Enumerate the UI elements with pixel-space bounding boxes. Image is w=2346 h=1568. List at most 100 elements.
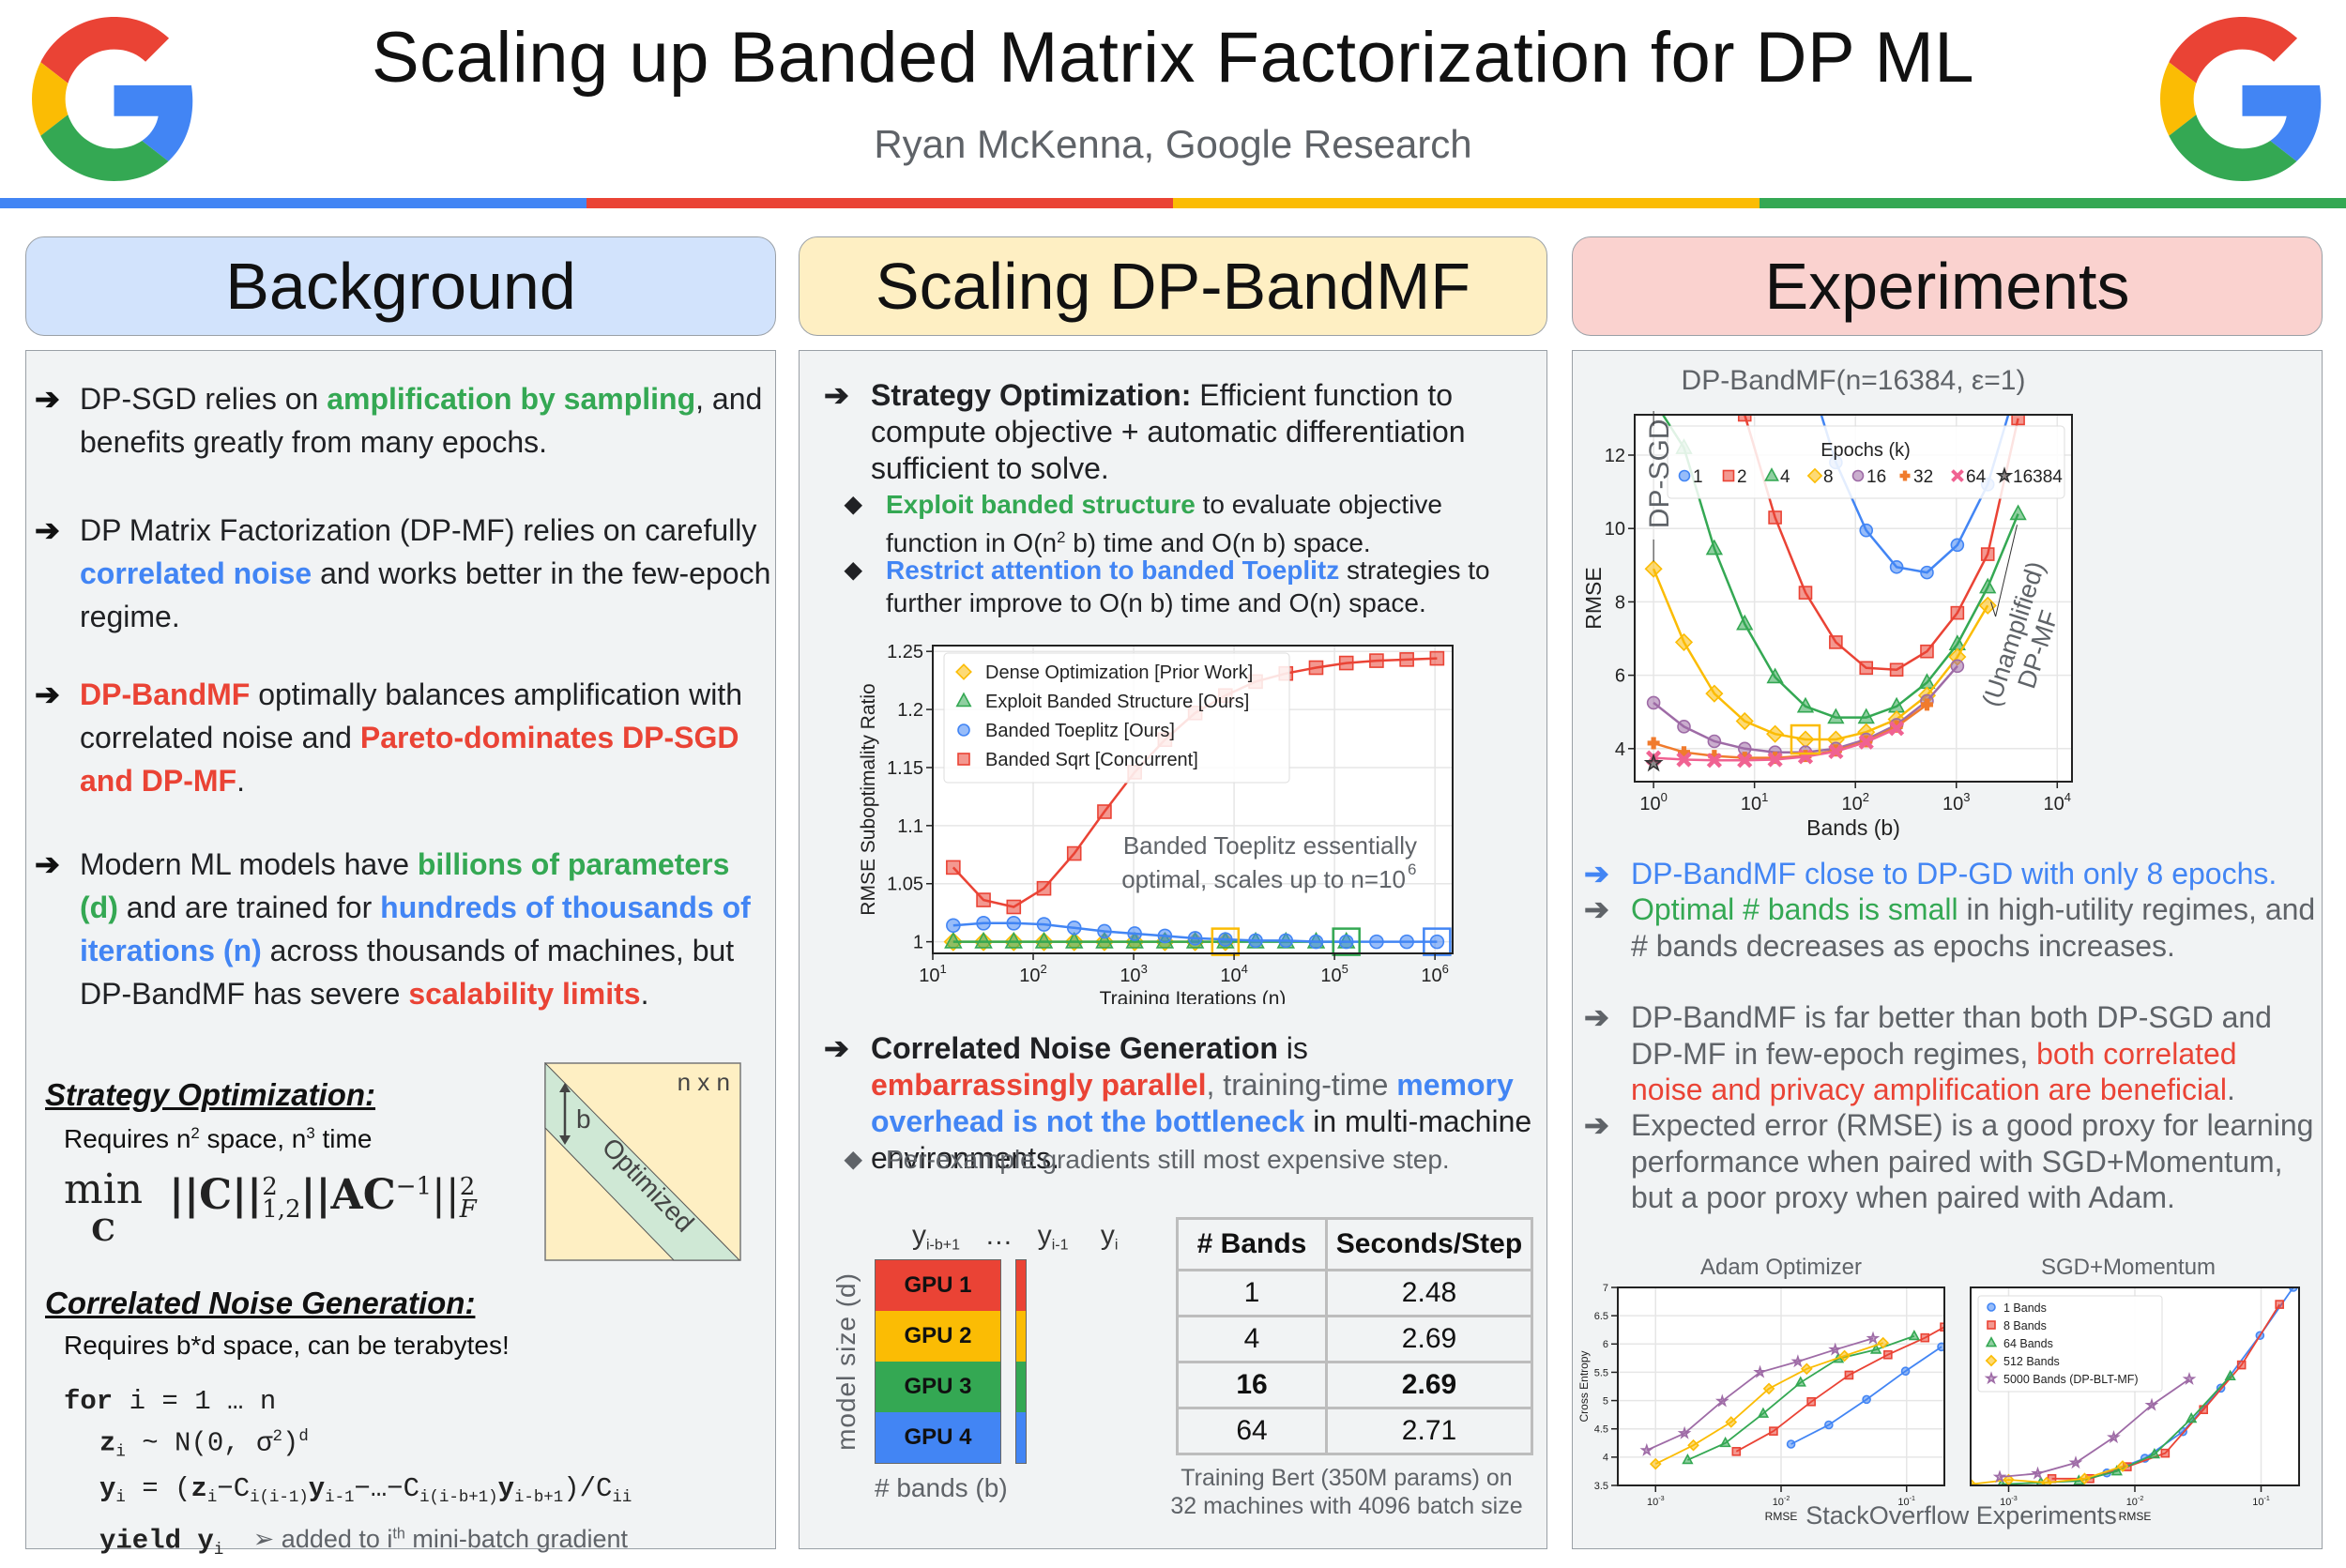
code-sup: d <box>298 1428 309 1446</box>
chart-title: Adam Optimizer <box>1700 1255 1862 1280</box>
req-text: time <box>314 1124 373 1154</box>
band-label: b <box>576 1104 591 1134</box>
y-tick-label: 1.1 <box>897 816 923 837</box>
table-cell: 4 <box>1176 1315 1328 1363</box>
bullet-segment: Modern ML models have <box>80 847 418 881</box>
data-point <box>2040 1476 2053 1485</box>
table-cell: 1 <box>1176 1269 1328 1317</box>
req-text: space, n <box>199 1124 307 1154</box>
x-axis-label: Training Iterations (n) <box>1100 988 1287 1004</box>
data-point <box>1997 1477 2006 1485</box>
comment-text: ➢ added to i <box>252 1525 393 1554</box>
formula-inv: −1 <box>395 1172 433 1201</box>
data-point <box>1766 667 1784 684</box>
arrow-icon: ➔ <box>35 847 60 881</box>
bullet-segment: DP-BandMF is far better than both DP-SGD… <box>1631 1000 2272 1071</box>
data-point <box>1127 926 1142 941</box>
x-tick-label: 10-1 <box>2252 1495 2270 1508</box>
data-point <box>1768 510 1782 525</box>
formula-min-var: C <box>91 1212 115 1248</box>
legend-label: 8 <box>1823 467 1834 487</box>
gpu-4-block: GPU 4 <box>876 1412 1000 1463</box>
x-tick-label: 103 <box>1120 962 1147 986</box>
y-tick-label: 3.5 <box>1594 1481 1608 1492</box>
data-point <box>1737 753 1753 769</box>
data-point <box>1800 1362 1813 1376</box>
table-header-cell: # Bands <box>1176 1217 1328 1271</box>
dp-sgd-annotation: DP-SGD <box>1644 419 1675 529</box>
legend-marker <box>1995 466 2014 483</box>
code-token: −C <box>217 1472 251 1504</box>
y-tick-label: 4 <box>1615 739 1625 760</box>
table-caption: Training Bert (350M params) on 32 machin… <box>1164 1464 1530 1520</box>
bullet-text: strategies to further improve to O(n b) … <box>886 556 1490 617</box>
code-token: y <box>308 1472 326 1504</box>
code-sup: 2 <box>272 1428 282 1446</box>
data-point <box>1971 1478 1977 1485</box>
x-tick-label: 10-1 <box>1897 1495 1915 1508</box>
data-point <box>1308 934 1324 950</box>
code-token: i-1 <box>325 1488 355 1507</box>
highlight-box <box>1332 927 1361 956</box>
data-point <box>2236 1360 2247 1370</box>
data-point <box>1639 1442 1654 1456</box>
legend-marker <box>1984 1371 1999 1385</box>
banded-matrix-svg: n x n b Optimized <box>544 1061 741 1261</box>
code-var: y <box>197 1525 214 1557</box>
code-text: i = 1 … n <box>113 1386 277 1417</box>
x-tick-label: 101 <box>919 962 946 986</box>
stackoverflow-caption: StackOverflow Experiments <box>1805 1501 2117 1530</box>
y-tick-label: 1 <box>913 933 923 953</box>
data-point <box>1278 933 1294 949</box>
series-group <box>1639 1322 1944 1470</box>
code-var: z <box>99 1427 116 1459</box>
bullet-segment: Optimal # bands is small <box>1631 892 1958 926</box>
scaling-subbullet-gradients: ◆ Per-example gradients still most expen… <box>845 1143 1520 1176</box>
legend-marker <box>1951 469 1964 482</box>
data-point <box>2107 1430 2121 1444</box>
bullet-text: , training-time <box>1206 1068 1397 1102</box>
formula-sub: 1,2 <box>262 1195 301 1224</box>
bullet-text: b) time and O(n b) space. <box>1065 528 1371 558</box>
legend-marker <box>1987 1320 1996 1330</box>
data-point <box>2068 1455 2083 1469</box>
plot-frame <box>932 645 1454 954</box>
formula-sup: 2 <box>459 1172 476 1201</box>
data-point <box>1889 559 1904 574</box>
bullet-text: is <box>1277 1031 1308 1065</box>
legend-marker <box>1851 469 1865 482</box>
scaling-subbullet-toeplitz: ◆ Restrict attention to banded Toeplitz … <box>845 554 1520 619</box>
data-point <box>1399 934 1414 950</box>
data-point <box>1827 708 1845 724</box>
req-sup: 2 <box>190 1124 200 1142</box>
arrow-icon: ➔ <box>1584 1108 1609 1142</box>
code-token: i <box>115 1488 126 1507</box>
data-point <box>2148 1447 2161 1459</box>
bullet-text: DP-BandMF is far better than both DP-SGD… <box>1631 999 2316 1108</box>
code-sub: i <box>115 1443 126 1462</box>
bullet-segment: . <box>236 764 245 798</box>
bullet-item: ➔ Expected error (RMSE) is a good proxy f… <box>1584 1107 2316 1216</box>
gpu-x-label: # bands (b) <box>875 1473 1008 1502</box>
chart-legend: 1 Bands 8 Bands 64 Bands 512 Bands 5000 Band… <box>1977 1295 2163 1393</box>
table-row: 4 2.69 <box>1176 1315 1533 1363</box>
data-point <box>1006 899 1022 915</box>
table-header-cell: Seconds/Step <box>1325 1217 1533 1271</box>
code-line-yield: yield yi ➢ added to ith mini-batch gradi… <box>64 1516 632 1568</box>
bullet-segment: and works better in the few-epoch regime… <box>80 556 771 633</box>
x-tick-label: 10-2 <box>1773 1495 1790 1508</box>
x-axis-label: RMSE <box>2119 1510 2152 1523</box>
data-point <box>1308 660 1324 676</box>
table-cell: 2.71 <box>1325 1407 1533 1455</box>
code-token: )/C <box>563 1472 613 1504</box>
data-point <box>1338 655 1354 671</box>
col-ellipsis: … <box>984 1220 1013 1251</box>
data-point <box>1883 1349 1893 1360</box>
data-point <box>1950 659 1965 674</box>
data-point <box>1950 605 1965 620</box>
y-tick-label: 8 <box>1615 592 1625 613</box>
data-point <box>1940 1322 1944 1332</box>
legend-marker <box>1899 470 1911 481</box>
bullet-segment: hundreds of thousands of iterations (n) <box>80 891 751 967</box>
bullet-text: Per-example gradients still most expensi… <box>886 1145 1450 1174</box>
